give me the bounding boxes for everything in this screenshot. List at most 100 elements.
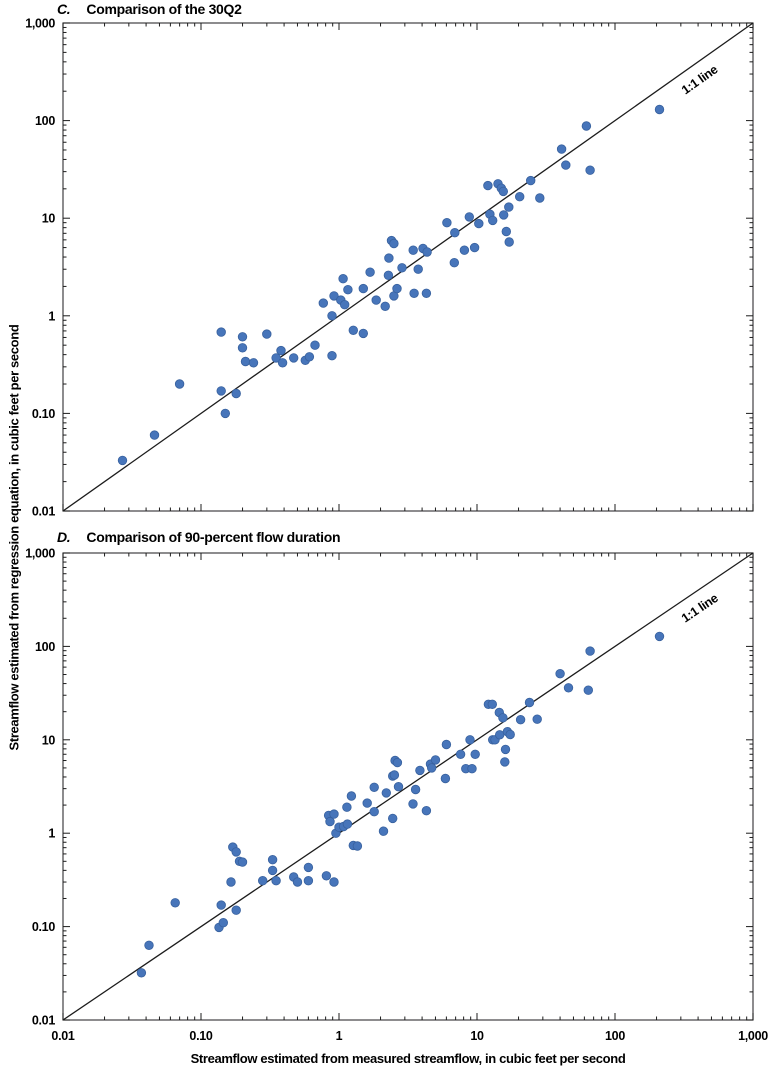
data-point	[329, 809, 339, 819]
y-tick-label: 1,000	[25, 547, 55, 561]
data-point	[409, 288, 419, 299]
data-point	[237, 332, 248, 342]
data-point	[654, 104, 665, 115]
y-axis-label: Streamflow estimated from regression equ…	[6, 324, 22, 751]
y-tick-label: 100	[35, 114, 55, 128]
data-point	[415, 765, 425, 776]
data-point	[237, 343, 248, 353]
data-point	[442, 217, 452, 228]
data-point	[483, 180, 493, 191]
data-point	[262, 329, 272, 339]
data-point	[352, 841, 363, 851]
data-point	[388, 813, 398, 824]
data-point	[231, 905, 241, 915]
x-tick-label: 0.01	[51, 1029, 74, 1043]
data-point	[348, 325, 359, 336]
data-point	[276, 345, 286, 356]
data-point	[585, 165, 595, 175]
data-point	[397, 263, 407, 273]
data-point	[469, 242, 480, 253]
data-point	[226, 877, 236, 887]
y-tick-label: 0.10	[32, 407, 55, 421]
one-to-one-line	[62, 552, 754, 1021]
data-point	[231, 847, 241, 857]
panel-d-letter: D.	[57, 529, 71, 545]
data-point	[216, 386, 226, 396]
data-point	[383, 270, 394, 281]
data-point	[467, 764, 477, 774]
data-point	[487, 699, 498, 710]
data-point	[237, 857, 248, 867]
data-point	[441, 739, 452, 750]
y-tick-label: 0.01	[32, 505, 55, 519]
data-point	[371, 295, 381, 305]
data-point	[216, 900, 226, 910]
y-tick-label: 100	[35, 640, 55, 654]
data-point	[248, 358, 259, 368]
x-tick-label: 100	[605, 1029, 625, 1043]
data-point	[389, 770, 400, 780]
data-point	[500, 744, 511, 755]
data-point	[318, 298, 329, 308]
data-point	[149, 430, 160, 440]
panel-c-title-text: Comparison of the 30Q2	[86, 1, 242, 17]
data-point	[498, 186, 509, 197]
data-point	[342, 819, 353, 829]
plot-frame	[62, 552, 754, 1021]
data-point	[464, 212, 475, 222]
data-point	[455, 749, 466, 760]
data-point	[465, 735, 475, 745]
one-to-one-line-label: 1:1 line	[679, 591, 721, 626]
x-tick-label: 1,000	[738, 1029, 768, 1043]
data-point	[392, 757, 403, 768]
data-point	[144, 940, 154, 951]
data-point	[310, 340, 320, 350]
data-point	[329, 877, 339, 887]
data-point	[474, 218, 484, 229]
data-point	[581, 121, 592, 131]
data-point	[504, 202, 514, 212]
data-point	[174, 379, 185, 389]
data-point	[408, 245, 418, 255]
plot-frame	[62, 22, 754, 512]
data-point	[292, 877, 303, 887]
data-point	[470, 749, 480, 760]
data-point	[393, 782, 404, 792]
data-point	[321, 871, 332, 881]
one-to-one-line	[62, 22, 754, 512]
data-point	[500, 757, 510, 767]
data-point	[561, 160, 571, 170]
data-point	[303, 876, 314, 886]
y-tick-label: 1	[48, 309, 55, 323]
data-point	[488, 215, 498, 226]
data-point	[563, 683, 574, 693]
panel-d-title: D. Comparison of 90-percent flow duration	[57, 529, 341, 545]
data-point	[515, 191, 525, 202]
data-point	[362, 798, 372, 808]
panel-d-title-text: Comparison of 90-percent flow duration	[86, 529, 341, 545]
data-point	[450, 227, 460, 238]
data-point	[380, 301, 390, 312]
y-tick-label: 0.10	[32, 920, 55, 934]
data-point	[392, 283, 402, 294]
x-axis-label: Streamflow estimated from measured strea…	[190, 1051, 626, 1066]
data-point	[358, 283, 369, 294]
data-point	[338, 274, 348, 284]
data-point	[410, 784, 421, 795]
data-point	[136, 968, 147, 978]
data-point	[585, 646, 595, 656]
panel-c-title: C. Comparison of the 30Q2	[57, 1, 242, 17]
data-point	[289, 353, 299, 363]
data-point	[218, 918, 229, 928]
data-point	[413, 264, 423, 274]
data-point	[365, 267, 375, 277]
y-tick-label: 1,000	[25, 17, 55, 31]
data-point	[342, 802, 352, 812]
x-tick-label: 0.10	[189, 1029, 212, 1043]
data-point	[325, 816, 335, 827]
data-point	[515, 715, 526, 725]
data-point	[499, 210, 509, 220]
data-point	[271, 876, 281, 886]
data-point	[329, 291, 339, 301]
